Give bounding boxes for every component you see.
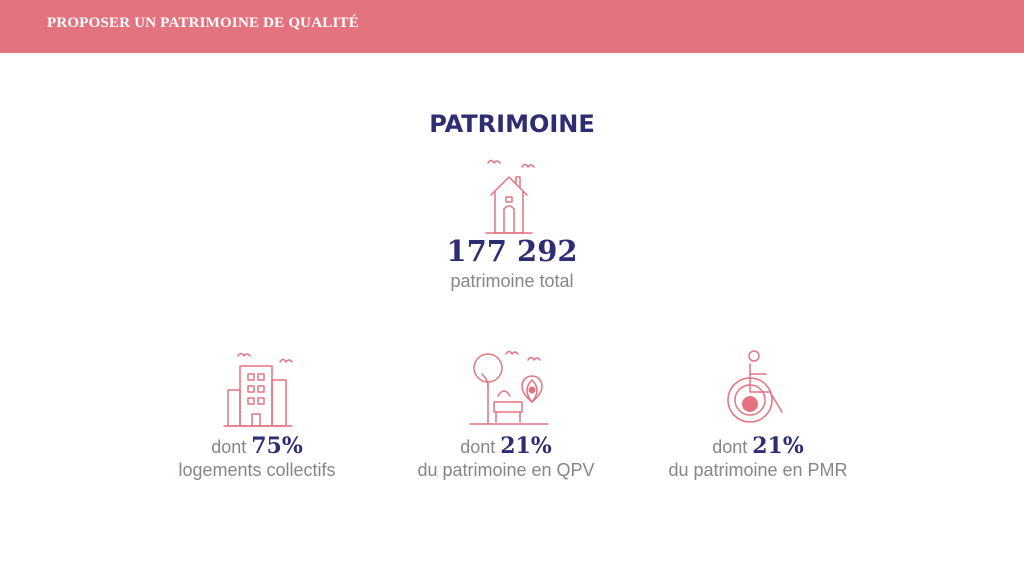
- stat-value: 21%: [752, 433, 804, 459]
- stat-prefix: dont: [211, 437, 252, 457]
- park-location-icon: [469, 350, 549, 425]
- stat-value: 21%: [500, 433, 552, 459]
- house-icon: [485, 159, 535, 234]
- stat-qpv: dont 21% du patrimoine en QPV: [356, 433, 656, 481]
- page-header-title: PROPOSER UN PATRIMOINE DE QUALITÉ: [47, 15, 359, 31]
- stat-label: du patrimoine en QPV: [417, 460, 595, 480]
- stat-label: du patrimoine en PMR: [668, 460, 848, 480]
- stat-value: 75%: [251, 433, 303, 459]
- stat-prefix: dont: [712, 437, 753, 457]
- total-label: patrimoine total: [450, 271, 574, 291]
- stat-prefix: dont: [460, 437, 501, 457]
- total-value: 177 292: [446, 234, 578, 268]
- stat-pmr: dont 21% du patrimoine en PMR: [608, 433, 908, 481]
- stat-label: logements collectifs: [178, 460, 336, 480]
- header-bar: PROPOSER UN PATRIMOINE DE QUALITÉ: [0, 0, 1024, 53]
- wheelchair-icon: [727, 350, 783, 423]
- section-title: PATRIMOINE: [429, 110, 595, 138]
- apartment-building-icon: [223, 352, 293, 427]
- stat-collectifs: dont 75% logements collectifs: [107, 433, 407, 481]
